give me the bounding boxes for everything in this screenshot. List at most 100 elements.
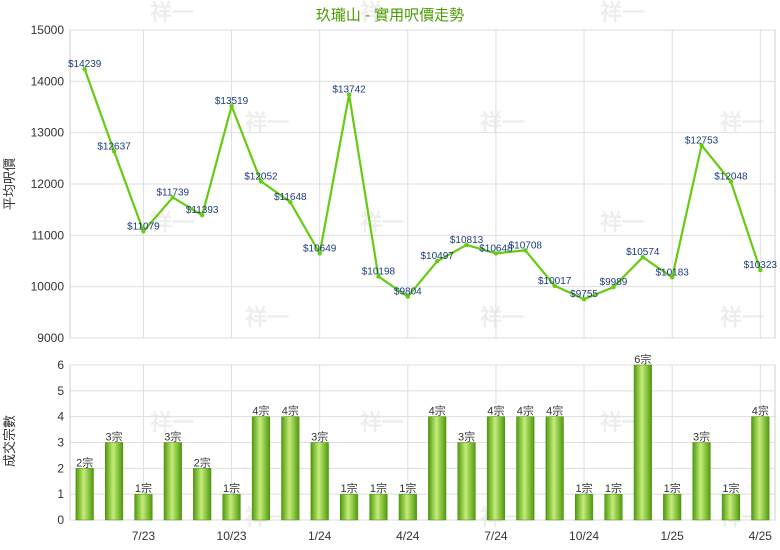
price-point <box>669 275 675 280</box>
volume-data-label: 1宗 <box>341 481 358 495</box>
volume-bar <box>633 364 652 521</box>
watermark: 祥一 <box>150 0 194 25</box>
volume-data-label: 4宗 <box>546 404 563 418</box>
price-data-label: $11079 <box>127 221 160 232</box>
price-data-label: $10813 <box>450 235 484 246</box>
watermark: 祥一 <box>150 410 194 435</box>
price-y-tick-label: 9000 <box>37 331 64 345</box>
watermark: 祥一 <box>600 0 644 25</box>
volume-data-label: 1宗 <box>576 481 593 495</box>
volume-bar <box>398 493 417 521</box>
volume-data-label: 3宗 <box>311 430 328 444</box>
price-point <box>581 297 587 302</box>
watermark: 祥一 <box>720 110 764 135</box>
volume-data-label: 1宗 <box>223 481 240 495</box>
price-point <box>434 258 440 264</box>
volume-bar <box>663 493 682 521</box>
volume-data-label: 1宗 <box>722 481 739 495</box>
price-data-label: $10649 <box>303 243 337 254</box>
x-tick-label: 1/24 <box>308 529 332 543</box>
volume-bar <box>486 416 505 521</box>
volume-y-axis-ticks: 0 1 2 3 4 5 6 <box>57 358 64 527</box>
price-points <box>82 66 763 302</box>
price-data-label: $12637 <box>97 141 131 152</box>
watermark: 祥一 <box>360 210 404 235</box>
price-data-label: $10183 <box>656 267 690 278</box>
price-y-axis-label: 平均呎價 <box>2 158 17 210</box>
watermark: 祥一 <box>480 110 524 135</box>
x-tick-label: 7/24 <box>484 529 508 543</box>
watermark: 祥一 <box>245 110 289 135</box>
x-axis-ticks: 7/23 10/23 1/24 4/24 7/24 10/24 1/25 4/25 <box>132 529 773 543</box>
volume-data-label: 3宗 <box>164 430 181 444</box>
volume-bar <box>134 493 153 521</box>
price-point <box>317 251 322 256</box>
price-data-label: $12048 <box>714 172 748 183</box>
price-data-label: $11648 <box>274 192 307 203</box>
volume-y-tick-label: 0 <box>57 513 64 527</box>
x-tick-label: 10/23 <box>217 529 247 543</box>
volume-y-tick-label: 4 <box>57 410 64 424</box>
volume-y-axis-label: 成交宗數 <box>2 415 17 467</box>
price-point <box>111 149 117 154</box>
price-data-label: $13519 <box>215 96 249 107</box>
price-point <box>464 242 469 248</box>
volume-bar <box>604 493 623 521</box>
volume-bar <box>251 416 270 521</box>
volume-data-label: 1宗 <box>370 481 387 495</box>
volume-y-tick-label: 3 <box>57 436 64 450</box>
price-point <box>728 179 734 184</box>
volume-bar <box>751 416 770 521</box>
price-data-label: $11393 <box>186 205 219 216</box>
volume-data-label: 2宗 <box>76 455 93 469</box>
volume-bar <box>105 442 124 521</box>
x-tick-label: 7/23 <box>132 529 156 543</box>
price-point <box>346 92 352 97</box>
price-data-label: $13742 <box>332 85 366 96</box>
price-data-label: $14239 <box>68 59 102 70</box>
volume-data-label: 3宗 <box>106 430 123 444</box>
price-y-axis-ticks: 9000 10000 11000 12000 13000 14000 15000 <box>31 23 65 345</box>
x-tick-label: 1/25 <box>661 529 685 543</box>
volume-data-label: 1宗 <box>135 481 152 495</box>
price-point <box>611 285 616 290</box>
volume-data-label: 4宗 <box>487 404 504 418</box>
price-point <box>82 66 87 72</box>
volume-bar <box>721 493 740 521</box>
price-data-label: $9989 <box>600 277 628 288</box>
volume-data-label: 1宗 <box>399 481 416 495</box>
x-tick-label: 10/24 <box>569 529 599 543</box>
volume-bar <box>575 493 594 521</box>
price-point <box>552 283 557 288</box>
volume-bar <box>457 442 476 521</box>
volume-y-tick-label: 2 <box>57 461 64 475</box>
volume-bar <box>281 416 300 521</box>
volume-bar <box>545 416 564 521</box>
volume-y-tick-label: 5 <box>57 384 64 398</box>
price-y-tick-label: 13000 <box>31 126 65 140</box>
volume-y-tick-label: 6 <box>57 358 64 372</box>
price-point <box>199 212 205 218</box>
price-point <box>758 267 763 273</box>
price-data-label: $11739 <box>156 187 189 198</box>
volume-bars <box>75 364 770 521</box>
volume-bar <box>369 493 388 521</box>
volume-bar <box>516 416 535 521</box>
volume-data-label: 1宗 <box>605 481 622 495</box>
price-y-tick-label: 11000 <box>32 228 65 242</box>
price-data-label: $10017 <box>538 276 572 287</box>
price-y-tick-label: 12000 <box>31 177 65 191</box>
price-point <box>523 248 528 253</box>
watermark: 祥一 <box>360 410 404 435</box>
price-point <box>699 143 704 148</box>
volume-data-label: 6宗 <box>634 352 651 366</box>
price-point <box>141 229 146 234</box>
volume-bar <box>222 493 241 521</box>
volume-data-label: 3宗 <box>458 430 475 444</box>
volume-data-label: 3宗 <box>693 430 710 444</box>
price-point <box>288 199 293 205</box>
price-point <box>640 255 646 260</box>
watermark: 祥一 <box>245 305 289 330</box>
